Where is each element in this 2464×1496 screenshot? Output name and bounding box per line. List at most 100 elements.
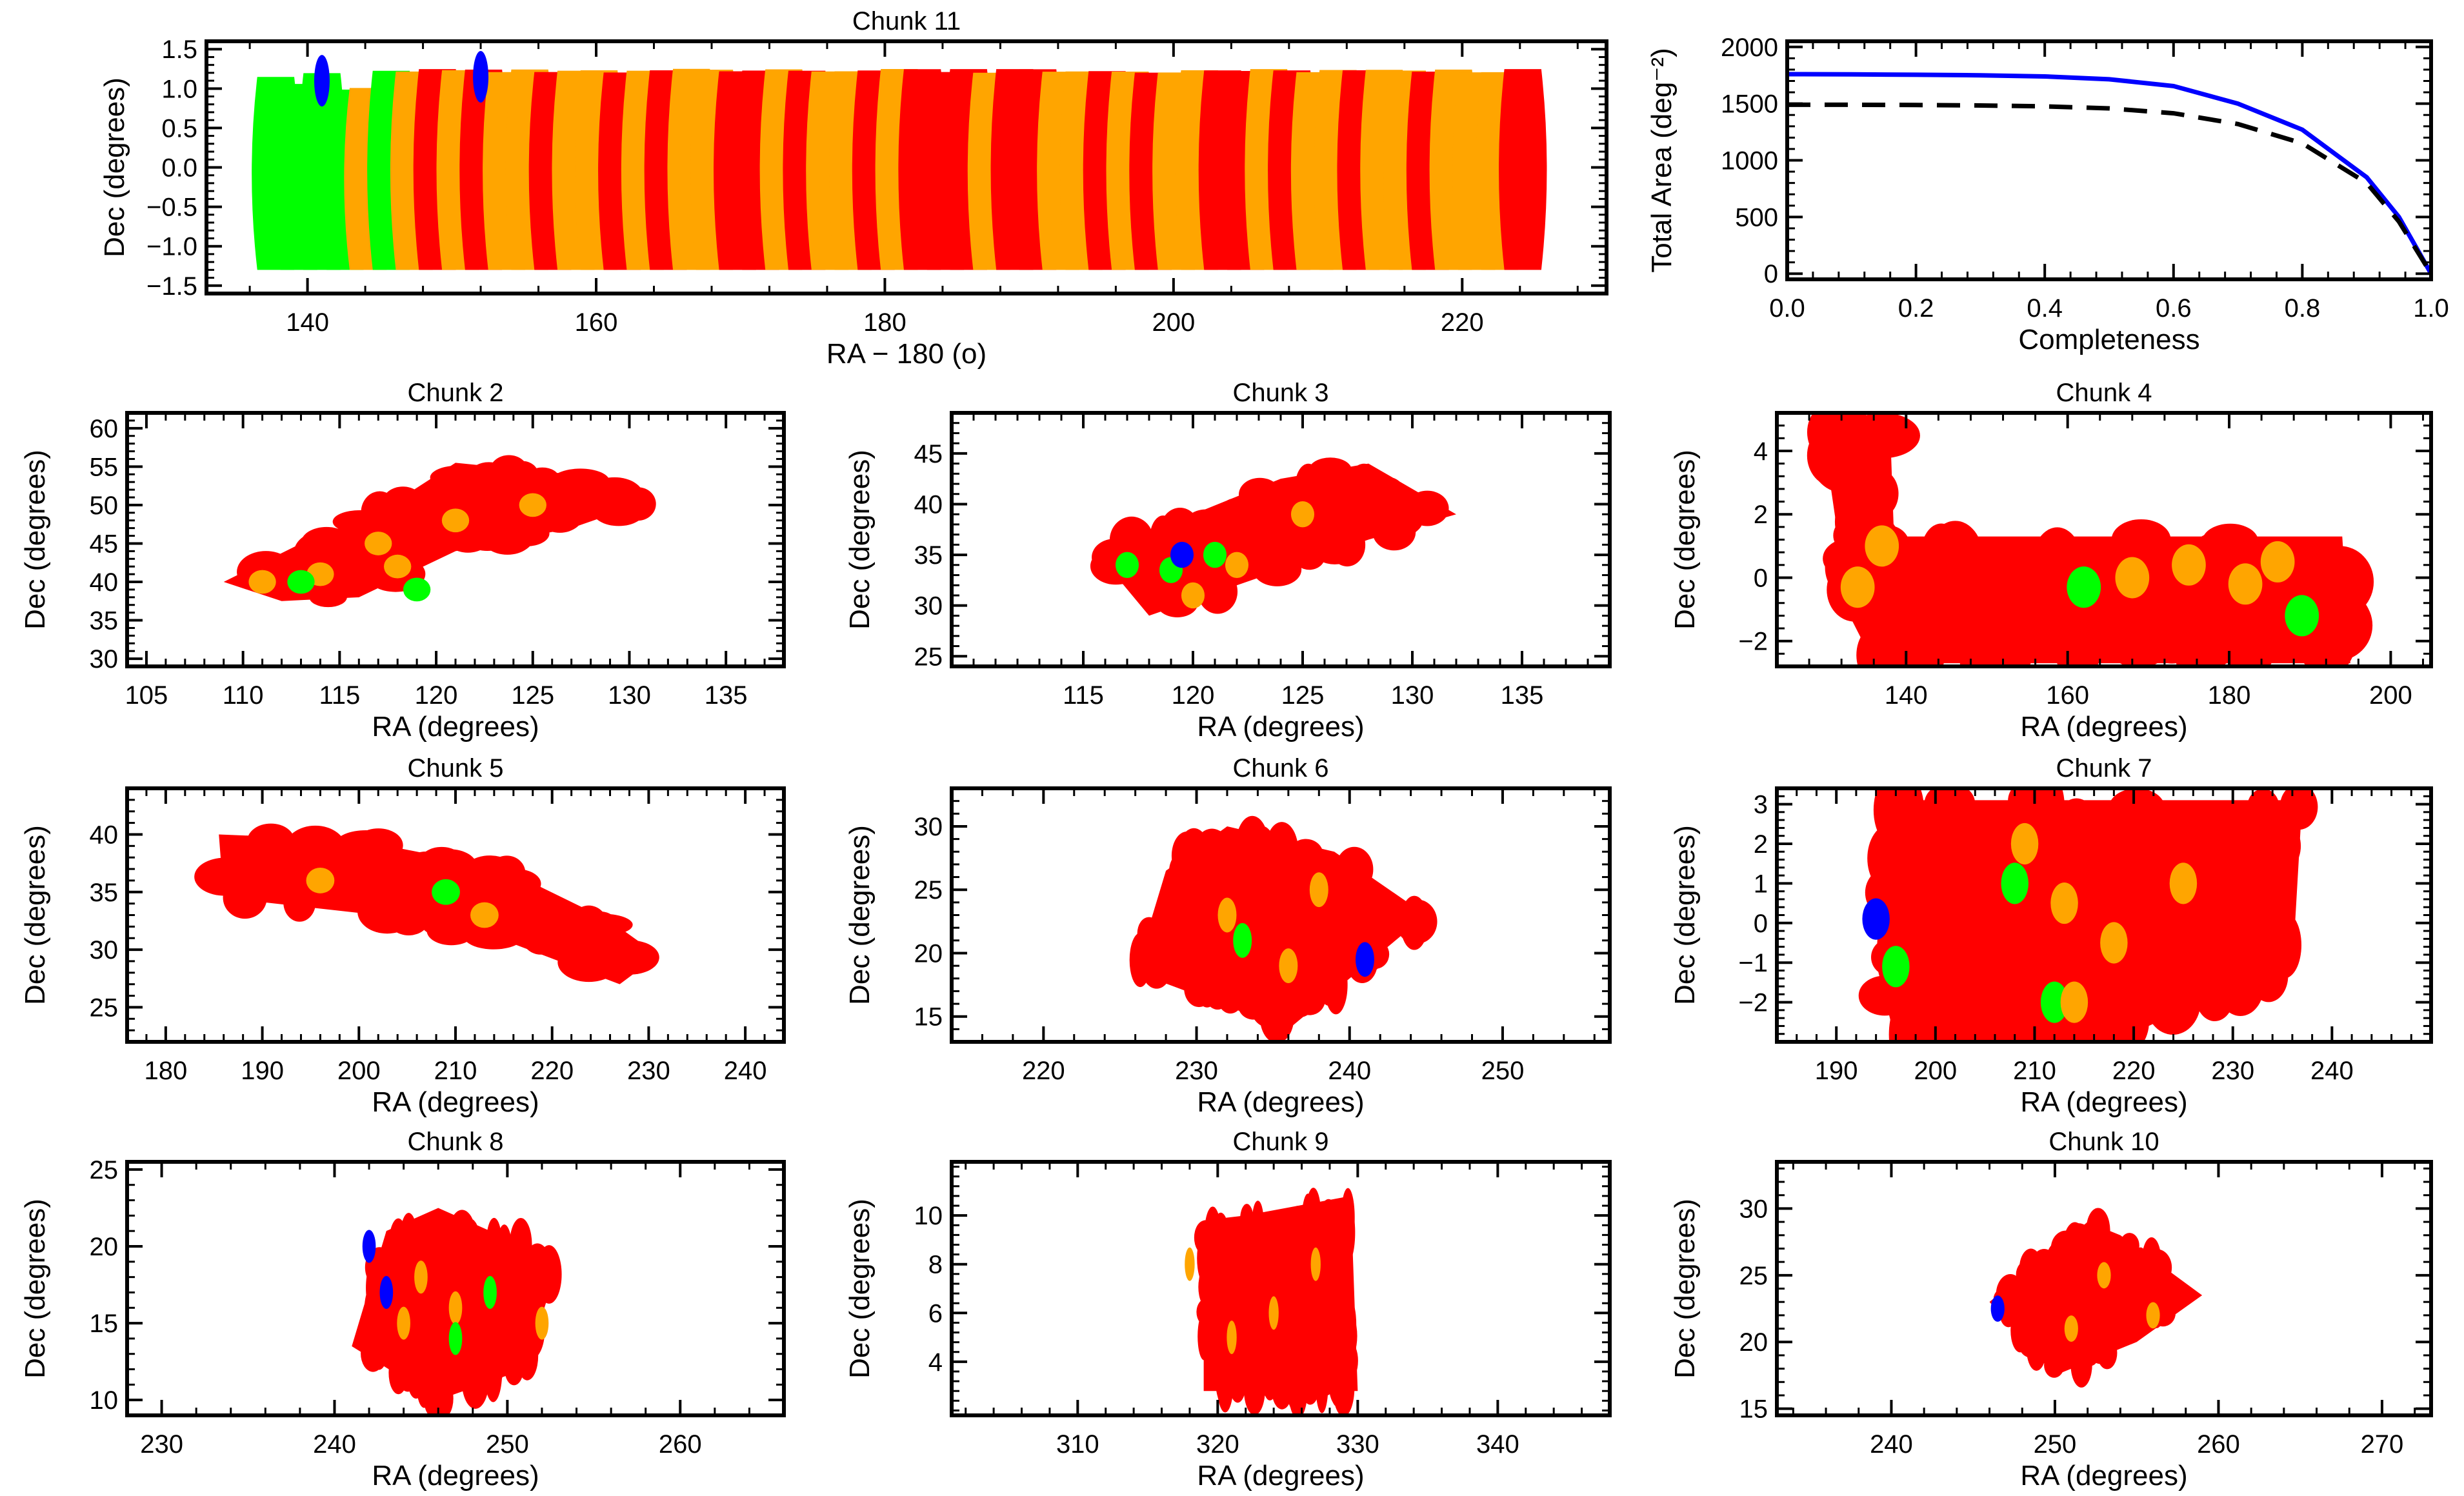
- y-tick-label: 60: [90, 415, 119, 443]
- orange-patch: [306, 868, 335, 893]
- orange-patch: [519, 493, 546, 517]
- panel-chunk11: 140 160 180 200 220 −1.5 −1.0 −0.5 0.0 0.5 1.0 1.5 C…: [99, 7, 1608, 370]
- y-tick-label: −0.5: [146, 194, 197, 222]
- orange-patch: [2060, 981, 2088, 1023]
- x-tick-label: 240: [1870, 1430, 1913, 1459]
- y-axis-label: Dec (degrees): [844, 825, 876, 1005]
- y-tick-label: −2: [1738, 628, 1768, 656]
- plate-ellipse: [1232, 1226, 1247, 1281]
- stripe-red: [1499, 69, 1547, 270]
- panel-title: Chunk 2: [408, 379, 504, 407]
- plate-ellipse: [1227, 1364, 1247, 1397]
- x-tick-label: 120: [1172, 681, 1215, 710]
- y-tick-label: 15: [90, 1310, 119, 1338]
- plot-frame: [205, 39, 1608, 295]
- y-tick-label: 8: [928, 1251, 943, 1279]
- plot-frame: [125, 411, 786, 668]
- plate-ellipse: [1249, 482, 1287, 517]
- x-tick-label: 140: [286, 308, 329, 337]
- y-tick-label: 35: [90, 607, 119, 635]
- x-tick-label: 260: [2197, 1430, 2240, 1459]
- x-tick-label: 200: [1914, 1057, 1957, 1085]
- plate-ellipse: [1236, 1306, 1257, 1341]
- panel-title: Chunk 8: [408, 1128, 504, 1156]
- plate-ellipse: [590, 488, 650, 518]
- plate-ellipse: [2247, 788, 2279, 824]
- y-axis-label: Dec (degrees): [844, 1199, 876, 1379]
- panel-title: Chunk 5: [408, 754, 504, 783]
- plate-ellipse: [464, 488, 515, 523]
- plate-ellipse: [1317, 959, 1343, 1006]
- x-tick-label: 230: [627, 1057, 670, 1085]
- orange-patch: [2064, 1315, 2078, 1342]
- x-tick-label: 1.0: [2413, 294, 2449, 323]
- x-tick-label: 110: [223, 681, 264, 710]
- plate-ellipse: [1343, 1312, 1356, 1348]
- plate-ellipse: [1273, 1342, 1285, 1391]
- panel-chunk6: 220 230 240 250 15 20 25 30 Chunk 6 RA (degrees) D…: [844, 754, 1612, 1118]
- plate-ellipse: [2111, 632, 2166, 666]
- plate-ellipse: [1396, 899, 1437, 944]
- plate-ellipse: [1323, 1276, 1336, 1320]
- x-tick-label: 250: [2034, 1430, 2077, 1459]
- y-tick-label: 2000: [1721, 34, 1778, 62]
- plot-area: [223, 455, 656, 608]
- y-tick-label: 45: [90, 530, 119, 558]
- orange-patch: [2228, 563, 2263, 605]
- y-tick-label: 40: [914, 490, 943, 519]
- blue-patch: [362, 1230, 376, 1263]
- x-tick-label: 190: [241, 1057, 284, 1085]
- x-tick-label: 105: [125, 681, 168, 710]
- x-axis-label: RA (degrees): [1197, 711, 1364, 743]
- x-tick-label: 135: [1501, 681, 1544, 710]
- x-tick-label: 160: [2046, 681, 2089, 710]
- plate-ellipse: [441, 1357, 457, 1396]
- orange-patch: [1268, 1296, 1279, 1330]
- orange-patch: [1310, 1247, 1321, 1281]
- x-tick-label: 260: [659, 1430, 702, 1459]
- plate-ellipse: [1156, 913, 1197, 967]
- plot-area: [1090, 457, 1456, 617]
- plate-ellipse: [1335, 846, 1374, 892]
- plate-ellipse: [525, 467, 559, 488]
- blue-patch: [1990, 1295, 2005, 1322]
- y-tick-label: 6: [928, 1299, 943, 1328]
- plate-ellipse: [557, 942, 620, 982]
- panel-title: Chunk 9: [1233, 1128, 1329, 1156]
- panel-title: Chunk 7: [2056, 754, 2152, 783]
- y-tick-label: 25: [90, 1156, 119, 1184]
- x-tick-label: 230: [1175, 1057, 1218, 1085]
- y-tick-label: 1500: [1721, 90, 1778, 119]
- x-axis-label: RA − 180 (o): [826, 338, 987, 370]
- x-tick-label: 230: [140, 1430, 183, 1459]
- orange-patch: [2172, 544, 2206, 586]
- plot-area: [1807, 413, 2374, 666]
- plate-ellipse: [1318, 1328, 1334, 1384]
- plate-ellipse: [1312, 501, 1349, 524]
- x-tick-label: 120: [415, 681, 458, 710]
- orange-patch: [441, 508, 470, 533]
- plate-ellipse: [1348, 463, 1379, 503]
- x-axis-label: RA (degrees): [372, 711, 539, 743]
- y-tick-label: 15: [1739, 1395, 1768, 1424]
- y-tick-label: 50: [90, 492, 119, 520]
- x-axis-label: RA (degrees): [372, 1086, 539, 1118]
- plot-area: [1185, 1188, 1358, 1415]
- plot-frame: [1775, 786, 2433, 1044]
- x-tick-label: 125: [511, 681, 554, 710]
- x-tick-label: 115: [319, 681, 360, 710]
- plate-ellipse: [376, 1292, 399, 1352]
- y-tick-label: 1000: [1721, 147, 1778, 175]
- y-tick-label: 0.5: [161, 114, 197, 143]
- green-patch: [1115, 552, 1139, 579]
- plot-area: [252, 50, 1547, 270]
- y-tick-label: 0: [1764, 260, 1778, 288]
- plate-ellipse: [2086, 1208, 2110, 1253]
- x-tick-label: 200: [2369, 681, 2412, 710]
- x-tick-label: 210: [2013, 1057, 2056, 1085]
- panel-chunk10: 240 250 260 270 15 20 25 30 Chunk 10 RA (degrees)…: [1669, 1128, 2433, 1491]
- y-tick-label: −1: [1738, 949, 1768, 977]
- plot-frame: [950, 1160, 1612, 1417]
- x-tick-label: 240: [724, 1057, 767, 1085]
